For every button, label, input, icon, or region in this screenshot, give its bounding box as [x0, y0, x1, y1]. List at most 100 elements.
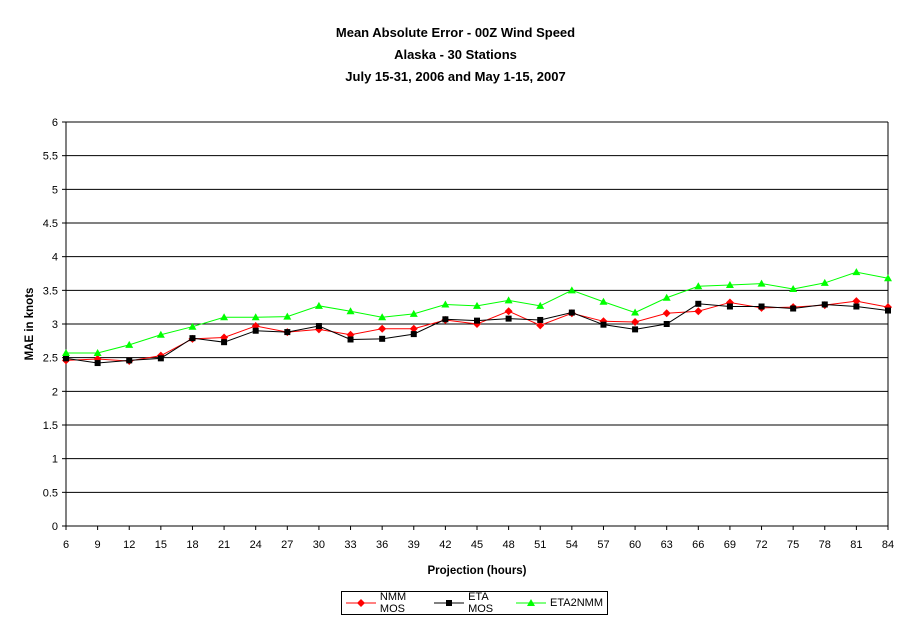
x-tick-label: 39	[408, 539, 420, 551]
data-point	[409, 309, 418, 317]
y-tick-label: 4.5	[43, 218, 58, 230]
data-point	[504, 307, 513, 316]
series-eta2nmm	[62, 268, 892, 356]
data-point	[505, 315, 512, 322]
x-tick-label: 30	[313, 539, 325, 551]
x-tick-label: 84	[882, 539, 894, 551]
data-point	[189, 335, 196, 342]
y-tick-label: 2	[52, 386, 58, 398]
y-tick-label: 0.5	[43, 487, 58, 499]
y-axis-ticks: 0 0.5 1 1.5 2 2.5 3 3.5 4 4.5 5 5.5 6	[43, 117, 66, 533]
data-point	[567, 286, 576, 294]
data-point	[409, 324, 418, 333]
y-tick-label: 2.5	[43, 353, 58, 365]
legend-item-eta2nmm: ETA2NMM	[516, 597, 603, 609]
y-tick-label: 5	[52, 184, 58, 196]
chart-title-line-2: Alaska - 30 Stations	[394, 47, 517, 62]
data-point	[631, 317, 640, 326]
x-tick-label: 57	[597, 539, 609, 551]
data-point	[631, 308, 640, 316]
data-point	[283, 312, 292, 320]
data-point	[473, 301, 481, 309]
x-tick-label: 66	[692, 539, 704, 551]
data-point	[885, 307, 891, 314]
data-point	[726, 303, 733, 310]
data-point	[663, 321, 670, 327]
data-point	[221, 339, 228, 346]
data-point	[125, 340, 134, 348]
data-point	[599, 297, 608, 305]
x-tick-label: 33	[344, 539, 356, 551]
x-tick-label: 60	[629, 539, 641, 551]
data-point	[410, 331, 417, 338]
data-point	[504, 296, 513, 304]
chart-title-line-1: Mean Absolute Error - 00Z Wind Speed	[335, 25, 576, 40]
y-tick-label: 5.5	[43, 151, 58, 163]
data-point	[156, 330, 165, 338]
series-line	[65, 303, 889, 364]
x-tick-label: 18	[186, 539, 198, 551]
data-point	[188, 322, 197, 330]
x-axis-title: Projection (hours)	[427, 565, 526, 577]
y-tick-label: 1	[52, 454, 58, 466]
data-point	[62, 348, 70, 356]
x-tick-label: 6	[63, 539, 69, 551]
legend-marker-diamond	[346, 599, 376, 607]
data-point	[378, 313, 387, 321]
data-point	[441, 300, 450, 308]
data-point	[251, 313, 260, 321]
legend-label-nmm-mos: NMM MOS	[379, 591, 407, 615]
chart-title-line-3: July 15-31, 2006 and May 1-15, 2007	[345, 69, 566, 84]
data-point	[820, 278, 829, 286]
data-point	[758, 303, 765, 310]
data-point	[600, 321, 607, 328]
y-tick-label: 0	[52, 521, 58, 533]
x-tick-label: 36	[376, 539, 388, 551]
chart-legend: NMM MOS ETA MOS ETA2NMM	[341, 591, 608, 615]
data-point	[568, 309, 575, 316]
x-tick-label: 54	[566, 539, 578, 551]
x-tick-label: 24	[250, 539, 262, 551]
data-point	[695, 300, 702, 307]
data-point	[790, 305, 797, 312]
y-axis-title: MAE in knots	[24, 288, 36, 361]
data-point	[94, 360, 101, 367]
data-point	[662, 309, 671, 318]
data-point	[63, 355, 69, 362]
data-point	[346, 307, 355, 315]
legend-marker-square	[434, 600, 465, 606]
x-tick-label: 75	[787, 539, 799, 551]
series-group	[62, 268, 892, 367]
x-tick-label: 45	[471, 539, 483, 551]
y-tick-label: 3	[52, 319, 58, 331]
x-tick-label: 42	[439, 539, 451, 551]
series-line	[65, 300, 889, 362]
x-tick-label: 15	[155, 539, 167, 551]
data-point	[220, 313, 229, 321]
data-point	[474, 317, 480, 324]
data-point	[126, 357, 133, 364]
data-point	[694, 282, 703, 290]
data-point	[757, 279, 766, 287]
data-point	[314, 301, 323, 309]
data-point	[536, 301, 545, 309]
data-point	[884, 274, 892, 282]
data-point	[694, 307, 703, 316]
data-point	[442, 316, 449, 323]
data-point	[632, 326, 639, 333]
y-tick-label: 4	[52, 252, 58, 264]
x-tick-label: 12	[123, 539, 135, 551]
legend-item-nmm-mos: NMM MOS	[346, 591, 434, 615]
data-point	[789, 284, 798, 292]
data-point	[537, 316, 544, 323]
data-point	[315, 323, 322, 330]
x-axis-ticks: 6 9 12 15 18 21 24 27 30 33 36 39 42 45 48 51 54 57 60 63 66…	[63, 526, 894, 551]
x-tick-label: 48	[502, 539, 514, 551]
chart-title: Mean Absolute Error - 00Z Wind Speed Ala…	[0, 22, 911, 88]
y-tick-label: 6	[52, 117, 58, 129]
legend-label-eta-mos: ETA MOS	[468, 591, 494, 615]
data-point	[157, 355, 164, 362]
x-tick-label: 78	[819, 539, 831, 551]
data-point	[284, 329, 291, 336]
